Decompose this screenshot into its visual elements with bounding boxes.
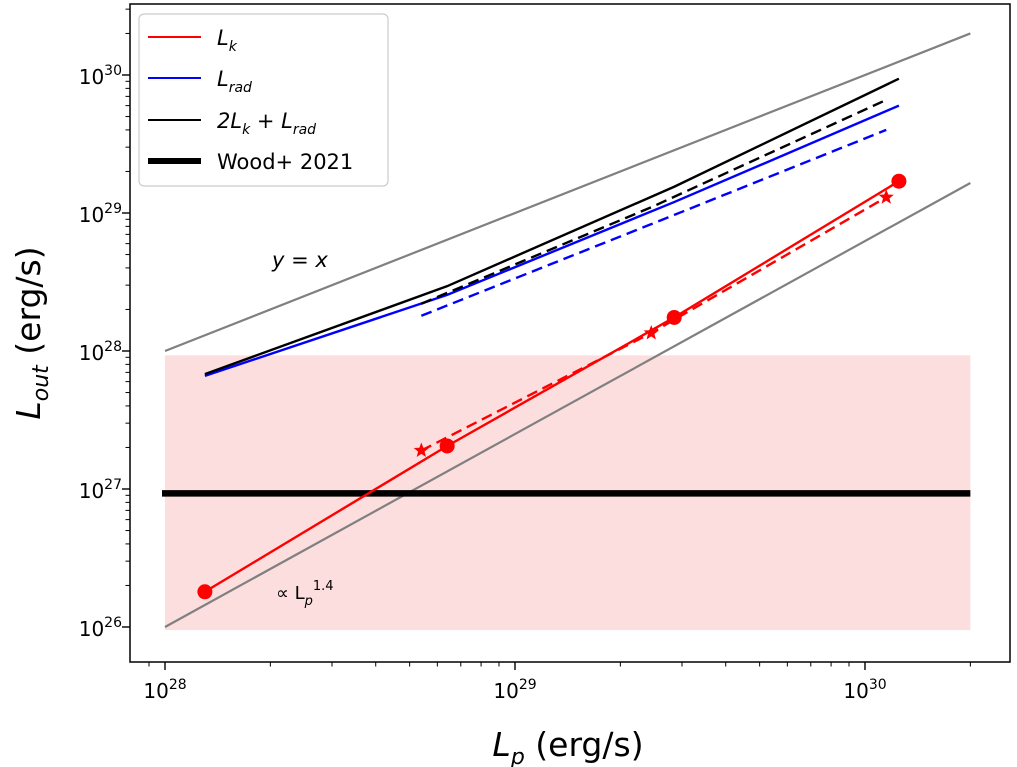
reference-line-proportional-Lp-1.4 <box>164 182 971 628</box>
marker-circle-Lk <box>891 173 907 189</box>
legend-label-total: 2Lk + Lrad <box>217 109 316 138</box>
annotation-slope: ∝ Lp1.4 <box>276 579 334 609</box>
marker-circle-Lk <box>666 309 682 325</box>
series-line-total <box>204 77 900 376</box>
y-tick-label: 1030 <box>79 63 122 89</box>
marker-circle-Lk <box>439 438 455 454</box>
plot-frame <box>129 3 1011 663</box>
annotation-y-equals-x: y = x <box>271 248 328 272</box>
y-tick-label: 1029 <box>79 201 122 227</box>
legend-box <box>138 13 389 187</box>
x-axis-label: Lp (erg/s) <box>492 725 643 767</box>
y-tick-label: 1027 <box>79 477 122 503</box>
series-line-Lk <box>204 180 900 593</box>
x-tick-label: 1029 <box>493 677 536 703</box>
x-tick-label: 1030 <box>843 677 886 703</box>
marker-star-Lk-alt <box>643 325 659 340</box>
reference-lines <box>164 32 971 628</box>
legend-label-lk: Lk <box>217 26 238 55</box>
y-tick-label: 1026 <box>79 615 122 641</box>
reference-line-y=x <box>164 32 971 353</box>
marker-star-Lk-alt <box>413 442 429 457</box>
y-tick-labels: 1026 1027 1028 1029 1030 <box>79 63 122 641</box>
legend-label-lrad: Lrad <box>217 67 252 96</box>
legend: Lk Lrad 2Lk + Lrad Wood+ 2021 <box>138 13 389 187</box>
marker-star-Lk-alt <box>878 189 894 204</box>
x-tick-labels: 1028 1029 1030 <box>143 677 886 703</box>
axis-ticks <box>122 8 971 670</box>
series-line-Lrad-alt <box>420 128 887 317</box>
markers-group <box>197 173 907 600</box>
x-tick-label: 1028 <box>143 677 186 703</box>
series-group <box>204 77 900 593</box>
series-line-total-alt <box>420 98 887 305</box>
y-tick-label: 1028 <box>79 339 122 365</box>
series-line-Lrad <box>204 104 900 378</box>
marker-circle-Lk <box>197 584 213 600</box>
legend-label-wood: Wood+ 2021 <box>217 150 353 174</box>
y-axis-label: Lout (erg/s) <box>9 246 54 419</box>
